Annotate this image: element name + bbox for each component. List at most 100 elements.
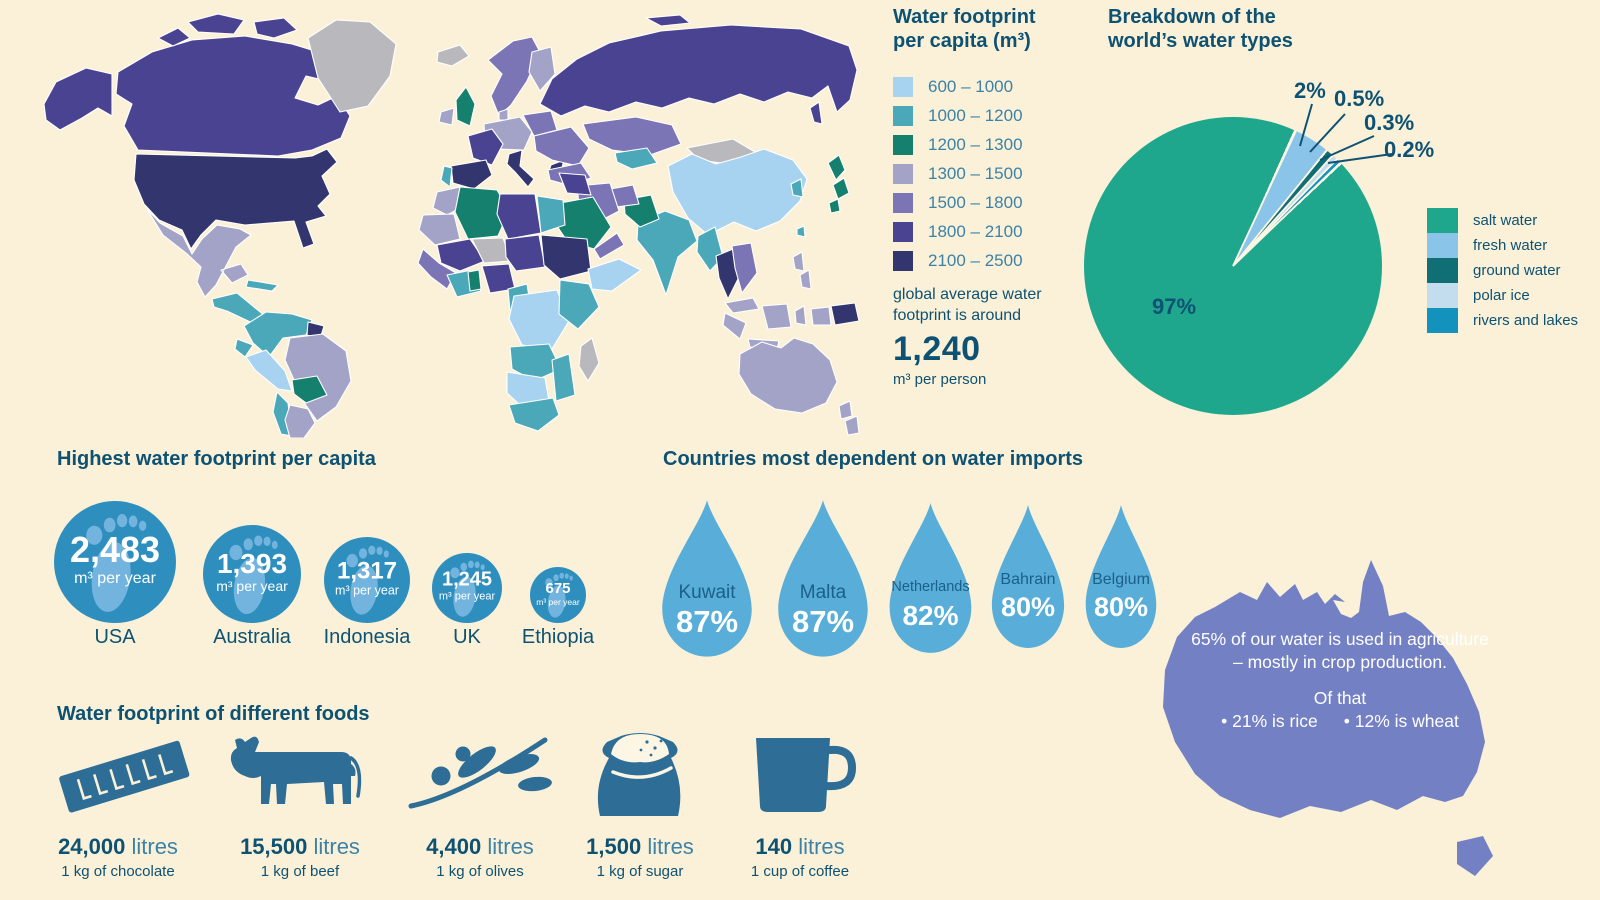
pie-legend-row: rivers and lakes xyxy=(1427,308,1578,333)
drop-country: Bahrain xyxy=(1000,571,1056,588)
food-value: 15,500 xyxy=(240,834,308,859)
pie-callout-ground: 0.5% xyxy=(1334,86,1385,111)
footprint-country-label: Australia xyxy=(213,626,291,648)
coffee-mug-icon xyxy=(756,738,857,812)
australia-fact: 65% of our water is used in agriculture … xyxy=(1145,552,1535,882)
map-region-peru xyxy=(245,349,293,392)
map-region-bolivia xyxy=(291,375,328,404)
footprint-unit: m³ per year xyxy=(74,570,156,588)
map-region-malaysia xyxy=(724,297,760,314)
footprint-country-label: UK xyxy=(453,626,481,648)
food-value: 24,000 xyxy=(58,834,126,859)
legend-row: 1800 – 2100 xyxy=(893,222,1073,243)
map-region-egypt xyxy=(536,195,566,234)
legend-row: 1500 – 1800 xyxy=(893,193,1073,214)
map-region-russia xyxy=(539,14,858,125)
pie-swatch-fresh-water xyxy=(1427,233,1458,258)
australia-fact-rice: • 21% is rice xyxy=(1221,711,1318,732)
pie-callout-fresh: 2% xyxy=(1294,78,1326,103)
food-value: 4,400 xyxy=(426,834,482,859)
map-region-arctic-islands xyxy=(157,13,298,47)
map-region-ecuador xyxy=(234,338,254,358)
map-region-taiwan xyxy=(796,225,806,238)
map-region-china xyxy=(667,148,808,236)
legend-label: 2100 – 2500 xyxy=(928,251,1023,271)
map-region-madagascar xyxy=(578,337,600,382)
map-region-argentina xyxy=(284,404,316,438)
footprint-circle-uk: 1,245 m³ per year xyxy=(432,553,502,623)
drop-country: Belgium xyxy=(1092,571,1150,588)
cow-icon xyxy=(230,736,362,804)
legend-swatch-600-1000 xyxy=(893,77,913,98)
map-region-sudan xyxy=(540,234,592,280)
water-types-pie xyxy=(1084,117,1382,415)
water-drop-kuwait: Kuwait 87% xyxy=(655,497,759,661)
olive-branch-icon xyxy=(408,737,552,809)
food-item-beef: 15,500 litres 1 kg of beef xyxy=(210,726,390,880)
legend-label: 1000 – 1200 xyxy=(928,106,1023,126)
food-item-coffee: 140 litres 1 cup of coffee xyxy=(710,726,890,880)
footprint-value: 1,245 xyxy=(441,568,493,591)
legend-label: 1300 – 1500 xyxy=(928,164,1023,184)
pie-swatch-salt-water xyxy=(1427,208,1458,233)
food-desc: 1 kg of chocolate xyxy=(61,863,175,880)
food-unit: litres xyxy=(313,834,360,859)
map-region-mozambique xyxy=(551,353,576,402)
australia-fact-text: 65% of our water is used in agriculture … xyxy=(1189,628,1491,733)
pie-legend-row: salt water xyxy=(1427,208,1578,233)
drop-country: Kuwait xyxy=(678,582,736,604)
map-region-chad xyxy=(504,234,546,272)
pie-callout-rivers: 0.2% xyxy=(1384,137,1435,162)
legend-swatch-1000-1200 xyxy=(893,106,913,127)
legend-label: 600 – 1000 xyxy=(928,77,1014,97)
pie-legend-label: salt water xyxy=(1473,212,1538,229)
map-region-portugal xyxy=(440,165,453,188)
water-drop-icon xyxy=(889,503,972,653)
food-value: 140 xyxy=(755,834,793,859)
food-desc: 1 cup of coffee xyxy=(750,863,850,880)
map-region-yemen-oman xyxy=(593,232,625,260)
water-drop-icon xyxy=(662,500,752,657)
footprint-unit: m³ per year xyxy=(438,590,496,603)
map-region-mali xyxy=(436,238,486,272)
food-unit: litres xyxy=(131,834,178,859)
footprints-heading: Highest water footprint per capita xyxy=(57,448,376,470)
drop-percent: 87% xyxy=(791,603,855,639)
legend-swatch-2100-2500 xyxy=(893,251,913,272)
footprint-unit: m³ per year xyxy=(216,578,288,595)
map-region-vietnam xyxy=(731,242,758,294)
map-region-south-africa xyxy=(508,397,560,432)
australia-shape-icon xyxy=(1163,560,1493,876)
map-region-japan xyxy=(827,154,850,214)
pie-legend-row: fresh water xyxy=(1427,233,1578,258)
footprint-value: 1,317 xyxy=(336,557,398,585)
map-region-ireland xyxy=(438,107,455,126)
pie-legend-row: ground water xyxy=(1427,258,1578,283)
food-desc: 1 kg of sugar xyxy=(596,863,684,880)
australia-fact-line1: 65% of our water is used in agriculture … xyxy=(1191,629,1489,673)
map-region-france xyxy=(467,128,504,166)
map-region-uk xyxy=(455,86,476,127)
pie-title: Breakdown of the world’s water types xyxy=(1108,6,1293,52)
map-region-kazakhstan xyxy=(582,116,682,156)
pie-legend-label: rivers and lakes xyxy=(1473,312,1579,329)
pie-legend-label: fresh water xyxy=(1473,237,1548,254)
water-drop-icon xyxy=(991,505,1065,648)
chocolate-bar-icon xyxy=(59,740,190,813)
legend-swatch-1800-2100 xyxy=(893,222,913,243)
map-region-horn-of-africa xyxy=(587,258,642,292)
sugar-sack-icon xyxy=(597,733,681,816)
footprint-country-label: Ethiopia xyxy=(521,626,595,648)
map-region-korea xyxy=(790,178,804,198)
legend-row: 1000 – 1200 xyxy=(893,106,1073,127)
australia-fact-wheat: • 12% is wheat xyxy=(1343,711,1459,732)
water-drop-malta: Malta 87% xyxy=(771,497,875,661)
pie-swatch-ground-water xyxy=(1427,258,1458,283)
tasmania-shape-icon xyxy=(1457,836,1493,876)
legend-row: 600 – 1000 xyxy=(893,77,1073,98)
map-region-mexico xyxy=(146,208,252,298)
global-average-note: global average water footprint is around xyxy=(893,286,1042,324)
food-unit: litres xyxy=(798,834,845,859)
food-desc: 1 kg of beef xyxy=(260,863,340,880)
map-region-norway-sweden xyxy=(487,36,541,117)
